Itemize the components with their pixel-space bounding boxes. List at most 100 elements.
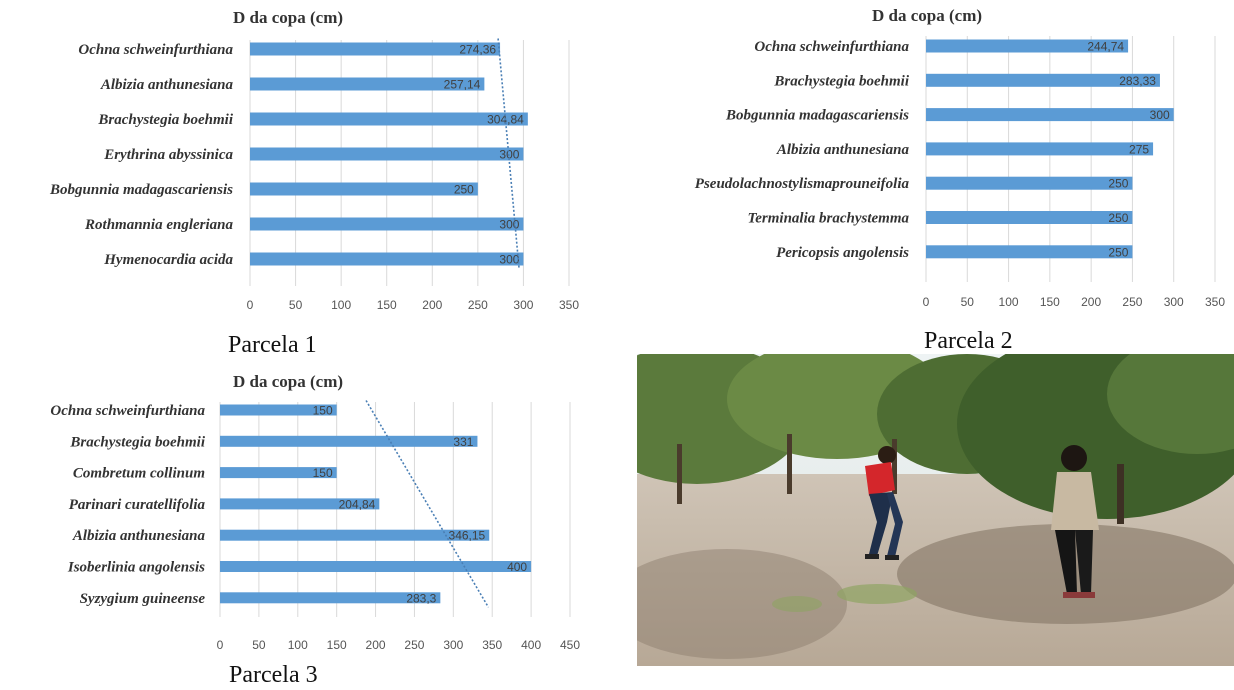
data-label: 204,84	[339, 497, 376, 511]
bar	[250, 112, 528, 126]
x-tick-label: 50	[961, 295, 975, 309]
bar	[250, 77, 485, 91]
x-tick-label: 100	[999, 295, 1019, 309]
x-tick-label: 350	[1205, 295, 1225, 309]
x-tick-label: 300	[443, 638, 463, 652]
bar	[926, 142, 1154, 156]
x-tick-label: 200	[1081, 295, 1101, 309]
category-label: Erythrina abyssinica	[103, 147, 233, 163]
category-label: Pericopsis angolensis	[776, 245, 909, 261]
bar	[250, 252, 524, 266]
bar	[220, 404, 337, 416]
data-label: 250	[454, 183, 474, 197]
data-label: 300	[1150, 108, 1170, 122]
bar	[926, 39, 1129, 53]
x-tick-label: 100	[331, 298, 351, 312]
bar	[926, 211, 1133, 224]
chart3-caption: Parcela 3	[229, 662, 318, 688]
category-label: Parinari curatellifolia	[69, 497, 206, 513]
chart3-title: D da copa (cm)	[233, 372, 344, 391]
bar	[220, 592, 441, 604]
data-label: 150	[313, 404, 333, 418]
data-label: 250	[1108, 245, 1128, 259]
bar	[220, 561, 532, 572]
category-label: Bobgunnia madagascariensis	[49, 182, 233, 198]
category-label: Combretum collinum	[73, 466, 205, 482]
x-tick-label: 450	[560, 638, 580, 652]
bar	[250, 182, 478, 196]
category-label: Brachystegia boehmii	[773, 73, 909, 89]
data-label: 300	[499, 253, 519, 267]
x-tick-label: 250	[1122, 295, 1142, 309]
data-label: 250	[1108, 177, 1128, 191]
category-label: Ochna schweinfurthiana	[78, 42, 233, 58]
bar	[220, 435, 478, 447]
data-label: 250	[1108, 211, 1128, 225]
field-photo	[637, 354, 1234, 666]
x-tick-label: 150	[377, 298, 397, 312]
x-tick-label: 200	[422, 298, 442, 312]
data-label: 274,36	[459, 43, 496, 57]
data-label: 257,14	[444, 78, 481, 92]
category-label: Ochna schweinfurthiana	[50, 403, 205, 419]
category-label: Bobgunnia madagascariensis	[725, 108, 909, 124]
x-tick-label: 150	[327, 638, 347, 652]
category-label: Ochna schweinfurthiana	[754, 39, 909, 55]
bar	[926, 108, 1174, 122]
bar	[220, 467, 337, 479]
x-tick-label: 300	[1164, 295, 1184, 309]
x-tick-label: 0	[217, 638, 224, 652]
category-label: Syzygium guineense	[80, 591, 206, 607]
category-label: Albizia anthunesiana	[100, 77, 234, 93]
chart3-svg: 0 50 100 150 200 250 300 350 400 450 150 Ochna schw…	[50, 400, 580, 652]
bar	[250, 147, 524, 161]
category-label: Isoberlinia angolensis	[67, 560, 205, 576]
x-tick-label: 350	[559, 298, 579, 312]
bar	[926, 245, 1133, 259]
x-tick-label: 350	[482, 638, 502, 652]
category-label: Hymenocardia acida	[103, 252, 233, 268]
category-label: Brachystegia boehmii	[69, 434, 205, 450]
trendline	[365, 400, 490, 608]
x-tick-label: 0	[247, 298, 254, 312]
data-label: 283,33	[1119, 74, 1156, 88]
data-label: 346,15	[449, 529, 486, 543]
trendline	[497, 38, 520, 270]
bar	[926, 176, 1133, 190]
bar	[220, 498, 380, 510]
data-label: 244,74	[1087, 40, 1124, 54]
category-label: Albizia anthunesiana	[72, 528, 206, 544]
data-label: 300	[499, 148, 519, 162]
x-tick-label: 400	[521, 638, 541, 652]
data-label: 150	[313, 466, 333, 480]
chart1-title: D da copa (cm)	[233, 8, 344, 27]
bar	[250, 42, 501, 56]
x-tick-label: 50	[289, 298, 303, 312]
category-label: Rothmannia engleriana	[84, 217, 233, 233]
category-label: Albizia anthunesiana	[776, 142, 910, 158]
chart2-title: D da copa (cm)	[872, 6, 983, 25]
data-label: 331	[453, 435, 473, 449]
bar	[250, 217, 524, 231]
x-tick-label: 300	[513, 298, 533, 312]
x-tick-label: 100	[288, 638, 308, 652]
x-tick-label: 150	[1040, 295, 1060, 309]
category-label: Pseudolachnostylismaprouneifolia	[695, 176, 910, 192]
chart2-caption: Parcela 2	[924, 328, 1013, 354]
chart2-svg: 0 50 100 150 200 250 300 350 244,74 Ochna schwein…	[695, 36, 1225, 309]
bar	[220, 529, 490, 541]
x-tick-label: 50	[252, 638, 266, 652]
data-label: 300	[499, 218, 519, 232]
x-tick-label: 0	[923, 295, 930, 309]
x-tick-label: 250	[468, 298, 488, 312]
chart1-svg: 0 50 100 150 200 250 300 350 274,36 Ochna schwein…	[49, 38, 579, 312]
chart1-caption: Parcela 1	[228, 332, 317, 358]
x-tick-label: 200	[366, 638, 386, 652]
data-label: 400	[507, 560, 527, 574]
data-label: 275	[1129, 142, 1149, 156]
category-label: Terminalia brachystemma	[747, 211, 909, 227]
x-tick-label: 250	[404, 638, 424, 652]
data-label: 283,3	[406, 591, 436, 605]
bar	[926, 73, 1160, 87]
category-label: Brachystegia boehmii	[97, 112, 233, 128]
